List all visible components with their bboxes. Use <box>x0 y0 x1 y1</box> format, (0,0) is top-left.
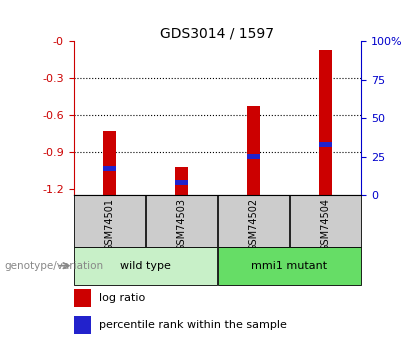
Bar <box>247 154 260 159</box>
Text: GSM74503: GSM74503 <box>176 197 186 250</box>
Text: GSM74501: GSM74501 <box>105 197 115 250</box>
Bar <box>247 107 260 195</box>
Bar <box>218 247 361 285</box>
Text: log ratio: log ratio <box>100 293 146 303</box>
Text: percentile rank within the sample: percentile rank within the sample <box>100 320 287 330</box>
Bar <box>175 167 188 195</box>
Text: genotype/variation: genotype/variation <box>4 261 103 270</box>
Text: GSM74502: GSM74502 <box>248 197 258 250</box>
Bar <box>103 131 116 195</box>
Bar <box>218 195 289 247</box>
Bar <box>319 142 332 147</box>
Bar <box>74 195 145 247</box>
Text: GSM74504: GSM74504 <box>320 197 330 250</box>
Text: wild type: wild type <box>120 261 171 270</box>
Bar <box>74 247 217 285</box>
Bar <box>146 195 217 247</box>
Text: mmi1 mutant: mmi1 mutant <box>251 261 327 270</box>
Bar <box>175 180 188 185</box>
Bar <box>290 195 361 247</box>
Bar <box>74 289 91 307</box>
Bar <box>103 166 116 171</box>
Bar <box>319 50 332 195</box>
Title: GDS3014 / 1597: GDS3014 / 1597 <box>160 26 274 40</box>
Bar <box>74 316 91 334</box>
